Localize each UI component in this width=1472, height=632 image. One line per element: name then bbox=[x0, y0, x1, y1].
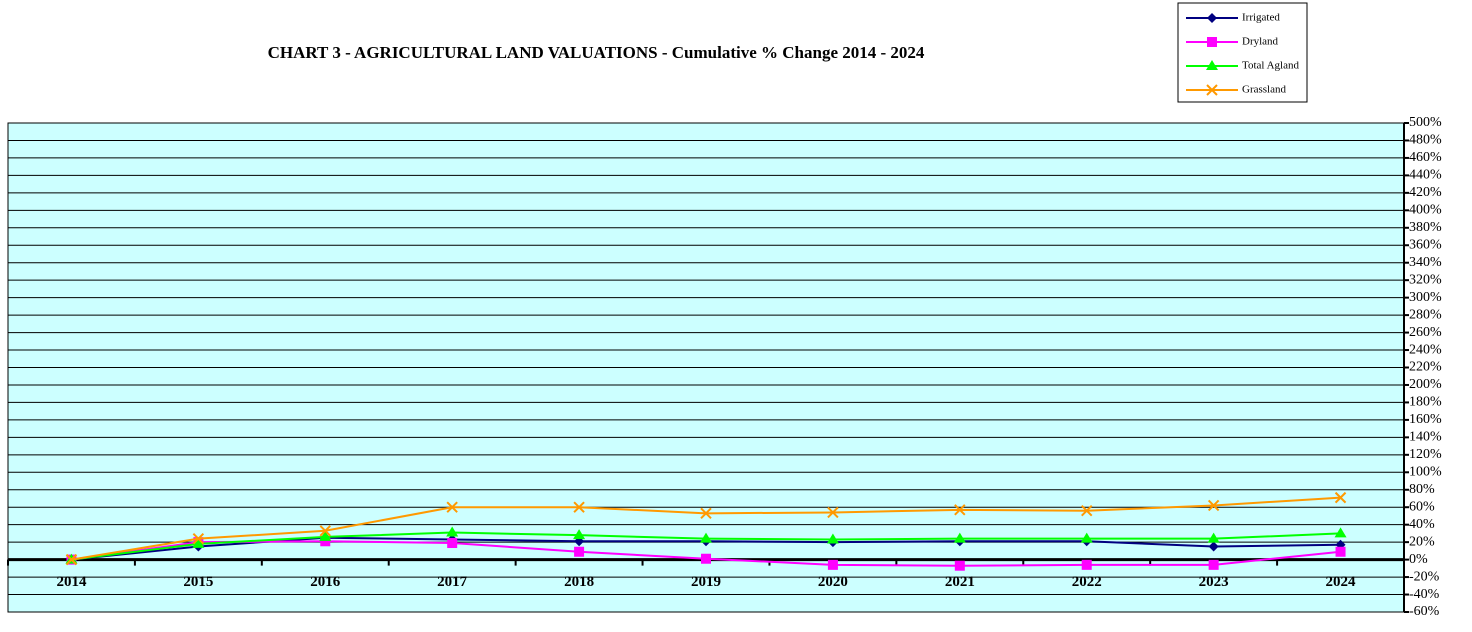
chart-title: CHART 3 - AGRICULTURAL LAND VALUATIONS -… bbox=[268, 43, 925, 62]
marker bbox=[573, 501, 585, 513]
y-tick-label: 200% bbox=[1409, 377, 1442, 392]
marker bbox=[1207, 532, 1220, 543]
y-tick-label: 440% bbox=[1409, 168, 1442, 183]
y-tick-label: 500% bbox=[1409, 115, 1442, 130]
marker bbox=[1334, 527, 1347, 538]
y-tick-label: 400% bbox=[1409, 203, 1442, 218]
legend-label: Grassland bbox=[1242, 84, 1286, 96]
marker bbox=[1206, 60, 1218, 70]
marker bbox=[1207, 13, 1217, 23]
marker bbox=[826, 533, 839, 544]
marker bbox=[1335, 546, 1346, 557]
marker bbox=[700, 507, 712, 520]
marker bbox=[1208, 559, 1219, 570]
x-tick-label: 2020 bbox=[818, 574, 848, 590]
marker bbox=[446, 526, 459, 537]
marker bbox=[1081, 504, 1093, 517]
y-tick-label: 340% bbox=[1409, 255, 1442, 270]
marker bbox=[192, 532, 205, 545]
marker bbox=[574, 546, 585, 557]
marker bbox=[1208, 541, 1219, 552]
y-tick-label: 240% bbox=[1409, 342, 1442, 357]
marker bbox=[319, 525, 331, 537]
marker bbox=[446, 501, 458, 513]
marker bbox=[320, 536, 331, 547]
marker bbox=[827, 506, 839, 519]
marker bbox=[953, 532, 966, 543]
marker bbox=[954, 504, 966, 516]
y-tick-label: 120% bbox=[1409, 447, 1442, 462]
marker bbox=[1080, 532, 1093, 543]
x-tick-label: 2021 bbox=[945, 574, 975, 590]
y-tick-label: 360% bbox=[1409, 237, 1442, 252]
y-tick-label: 260% bbox=[1409, 325, 1442, 340]
x-tick-label: 2019 bbox=[691, 574, 721, 590]
y-tick-label: 300% bbox=[1409, 290, 1442, 305]
y-tick-label: 20% bbox=[1409, 534, 1435, 549]
legend-label: Dryland bbox=[1242, 36, 1279, 48]
legend-box bbox=[1177, 2, 1308, 103]
y-tick-label: 280% bbox=[1409, 307, 1442, 322]
x-tick-label: 2018 bbox=[564, 574, 594, 590]
x-tick-label: 2022 bbox=[1072, 574, 1102, 590]
x-tick-label: 2017 bbox=[437, 574, 468, 590]
y-tick-label: 160% bbox=[1409, 412, 1442, 427]
legend-label: Total Agland bbox=[1242, 60, 1299, 72]
marker bbox=[1081, 559, 1092, 570]
legend-label: Irrigated bbox=[1242, 12, 1280, 24]
y-tick-label: 80% bbox=[1409, 482, 1435, 497]
x-tick-label: 2015 bbox=[183, 574, 213, 590]
y-tick-label: -20% bbox=[1409, 569, 1440, 584]
x-tick-label: 2023 bbox=[1199, 574, 1229, 590]
y-tick-label: -40% bbox=[1409, 587, 1440, 602]
marker bbox=[701, 553, 711, 564]
y-tick-label: 460% bbox=[1409, 150, 1442, 165]
marker bbox=[1334, 491, 1347, 504]
y-tick-label: 320% bbox=[1409, 272, 1442, 287]
marker bbox=[1207, 37, 1217, 47]
marker bbox=[1207, 499, 1220, 512]
x-tick-label: 2014 bbox=[56, 574, 87, 590]
y-tick-label: 480% bbox=[1409, 133, 1442, 148]
y-tick-label: 220% bbox=[1409, 360, 1442, 375]
marker bbox=[319, 530, 332, 541]
y-tick-label: 40% bbox=[1409, 517, 1435, 532]
y-tick-label: 0% bbox=[1409, 552, 1428, 567]
marker bbox=[827, 559, 838, 570]
x-tick-label: 2024 bbox=[1326, 574, 1357, 590]
y-tick-label: 420% bbox=[1409, 185, 1442, 200]
y-tick-label: 140% bbox=[1409, 430, 1442, 445]
y-tick-label: 180% bbox=[1409, 395, 1442, 410]
marker bbox=[700, 532, 712, 543]
marker bbox=[65, 553, 78, 566]
x-tick-label: 2016 bbox=[310, 574, 341, 590]
y-tick-label: -60% bbox=[1409, 604, 1440, 619]
marker bbox=[447, 538, 458, 549]
marker bbox=[573, 529, 586, 540]
y-tick-label: 100% bbox=[1409, 465, 1442, 480]
marker bbox=[954, 560, 965, 571]
marker bbox=[192, 537, 205, 548]
marker bbox=[1206, 84, 1218, 96]
y-tick-label: 380% bbox=[1409, 220, 1442, 235]
y-tick-label: 60% bbox=[1409, 499, 1435, 514]
